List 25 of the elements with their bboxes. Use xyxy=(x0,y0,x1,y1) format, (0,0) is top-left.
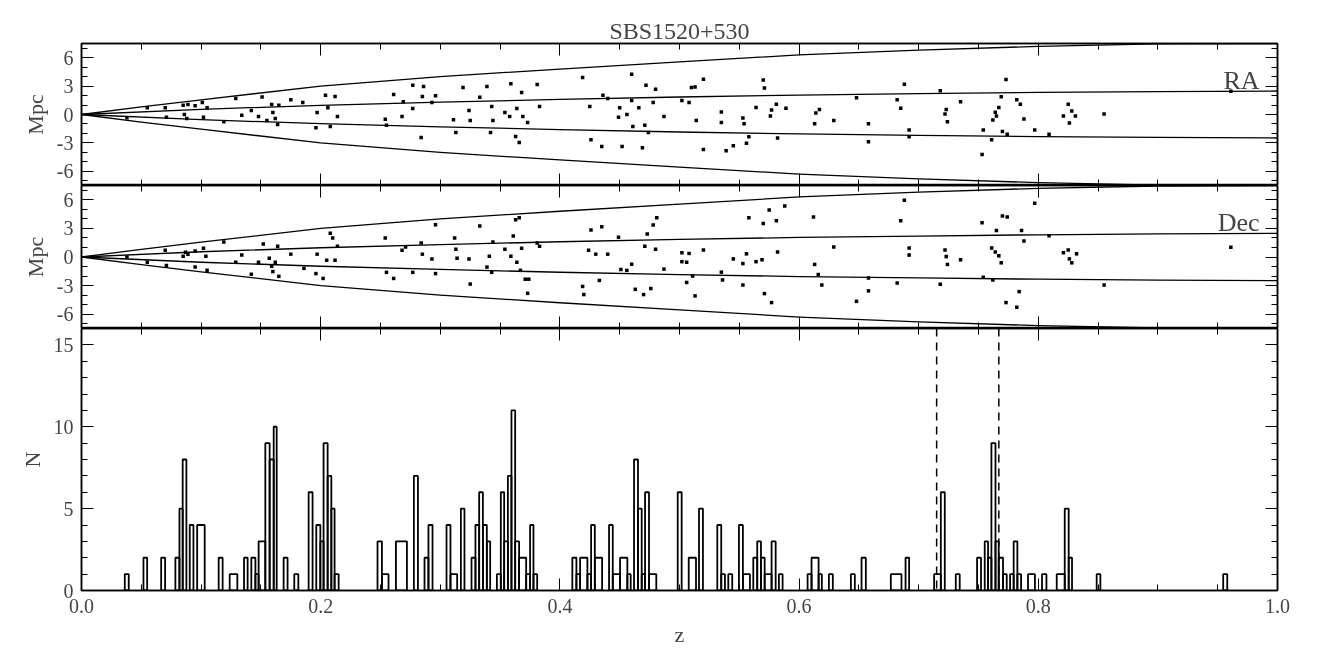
y-tick-label: 6 xyxy=(63,188,74,211)
annotation: RA xyxy=(1223,66,1260,96)
y-axis-title: Mpc xyxy=(22,236,48,278)
x-axis-title: z xyxy=(674,621,685,647)
x-tick-label: 1.0 xyxy=(1265,594,1290,617)
y-tick-label: -3 xyxy=(56,131,74,154)
chart-title: SBS1520+530 xyxy=(609,17,750,44)
y-tick-label: -6 xyxy=(56,160,74,183)
y-tick-label: 3 xyxy=(63,217,74,240)
x-tick-label: 0.8 xyxy=(1025,594,1051,617)
x-tick-label: 0.4 xyxy=(547,594,573,617)
y-tick-label: 0 xyxy=(63,246,74,268)
y-tick-label: -6 xyxy=(56,303,74,326)
y-axis-title: N xyxy=(19,451,45,468)
y-tick-label: 5 xyxy=(63,497,74,520)
y-tick-label: 3 xyxy=(63,75,74,98)
y-tick-label: 6 xyxy=(63,46,74,69)
x-tick-label: 0.6 xyxy=(786,594,812,617)
y-tick-label: 0 xyxy=(63,103,74,126)
y-tick-label: 15 xyxy=(53,333,74,356)
annotation: Dec xyxy=(1217,208,1260,238)
x-tick-label: 0.2 xyxy=(308,594,334,617)
y-tick-label: 10 xyxy=(53,415,74,438)
y-axis-title: Mpc xyxy=(22,94,48,135)
y-tick-label: -3 xyxy=(56,274,74,297)
